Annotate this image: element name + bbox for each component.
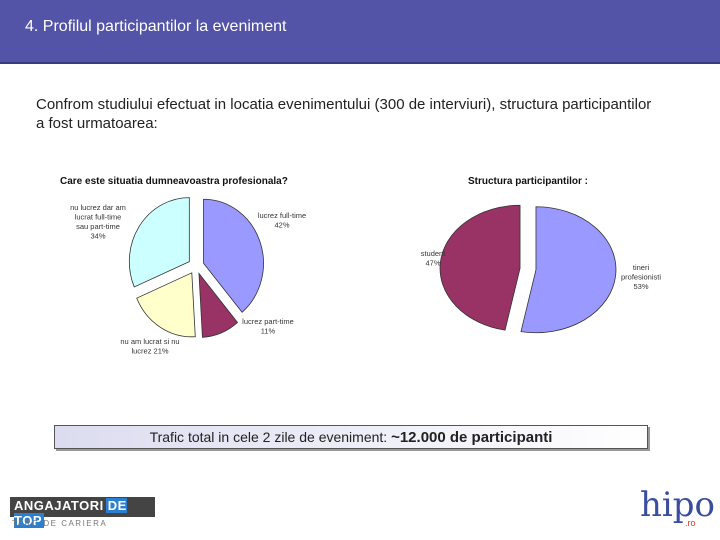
pie-slice-label-line: lucrez part-time [242, 317, 294, 326]
pie-slice-label-line: profesionisti [621, 273, 661, 282]
title-bar: 4. Profilul participantilor la eveniment [0, 0, 720, 64]
pie-slice-label-line: lucrez 21% [131, 347, 168, 356]
pie-slice-label-line: 11% [261, 327, 276, 336]
pie-slice-label-line: tineri [633, 263, 650, 272]
pie-slice-label-line: sau part-time [76, 222, 120, 231]
pie-slice-label-line: student [421, 249, 447, 258]
traffic-banner: Trafic total in cele 2 zile de eveniment… [54, 425, 648, 449]
pie-slice-label: nu am lucrat si nu lucrez 21% [120, 337, 179, 356]
pie-slice [128, 197, 190, 288]
pie-slice [439, 204, 521, 331]
pie-slice [198, 272, 239, 338]
pie-slice-label: lucrez part-time 11% [242, 317, 294, 336]
angajatori-de-top-logo: ANGAJATORI DE TOP TARG DE CARIERA [10, 497, 155, 533]
pie-slice-label-line: nu lucrez dar am [70, 203, 126, 212]
page-title: 4. Profilul participantilor la eveniment [25, 18, 287, 35]
pie-chart-professional-status: lucrez full-time 42% lucrez part-time 11% nu… [70, 197, 306, 356]
chart-title-participant-structure: Structura participantilor : [468, 176, 589, 187]
pie-chart-participant-structure: tineri profesionisti 53% student 47% [421, 204, 661, 334]
pie-slice-label-line: nu am lucrat si nu [120, 337, 179, 346]
traffic-prefix: Trafic total in cele 2 zile de eveniment… [149, 429, 388, 445]
pie-slice-label: nu lucrez dar am lucrat full-time sau part… [70, 203, 126, 241]
pie-slice [136, 272, 196, 338]
hipo-logo-text: hipo [640, 485, 716, 525]
pie-slice-label-line: 47% [425, 259, 440, 268]
intro-text: Confrom studiului efectuat in locatia ev… [36, 96, 652, 132]
hipo-logo-suffix: .ro [685, 518, 696, 528]
logo-sub-text: TARG DE CARIERA [12, 519, 108, 528]
pie-slice-label: student 47% [421, 249, 447, 268]
logo-main-text: ANGAJATORI [14, 498, 104, 513]
pie-slice-label-line: lucrez full-time [258, 211, 306, 220]
chart-title-professional-status: Care este situatia dumneavoastra profesi… [60, 176, 288, 187]
pie-slice-label-line: 34% [90, 232, 105, 241]
pie-slice-label: lucrez full-time 42% [258, 211, 306, 230]
hipo-logo: hipo .ro [640, 488, 715, 533]
pie-slice [520, 206, 617, 334]
pie-slice-label-line: 53% [633, 282, 648, 291]
traffic-value: ~12.000 de participanti [391, 429, 553, 446]
pie-slice-label-line: lucrat full-time [75, 213, 122, 222]
pie-slice-label-line: 42% [274, 221, 289, 230]
pie-slice-label: tineri profesionisti 53% [621, 263, 661, 291]
pie-slice [203, 198, 264, 313]
